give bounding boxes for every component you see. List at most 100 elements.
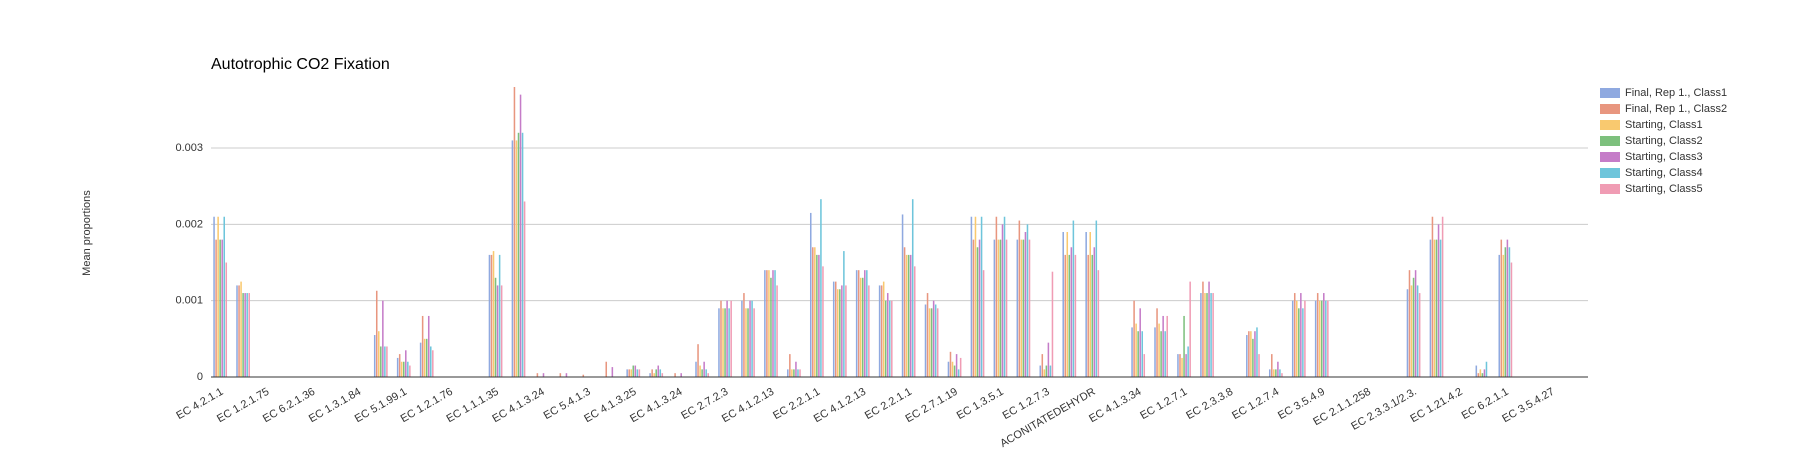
bar xyxy=(1429,239,1432,377)
bar xyxy=(1277,361,1279,377)
bar xyxy=(1304,300,1306,377)
bar xyxy=(776,285,778,377)
legend-swatch xyxy=(1600,104,1620,114)
bar xyxy=(225,262,228,377)
bar xyxy=(378,331,380,377)
bar xyxy=(1158,323,1160,377)
bar xyxy=(1154,327,1156,377)
legend-label: Final, Rep 1., Class2 xyxy=(1625,103,1727,115)
bar xyxy=(1327,300,1329,377)
bar xyxy=(772,270,774,377)
bar xyxy=(1085,232,1087,377)
bar xyxy=(857,270,860,377)
x-tick-label: EC 4.1.2.13 xyxy=(812,386,868,425)
bar xyxy=(982,270,985,377)
bar xyxy=(882,281,885,377)
bar xyxy=(705,369,707,377)
bar xyxy=(1435,239,1438,377)
x-tick-label: EC 3.5.4.27 xyxy=(1500,386,1556,425)
bar xyxy=(380,346,382,377)
bar xyxy=(1206,293,1208,377)
bar xyxy=(1433,239,1436,377)
x-tick-label: EC 1.2.7.4 xyxy=(1230,386,1281,422)
bar xyxy=(1047,342,1050,377)
bar xyxy=(793,369,795,377)
bar xyxy=(766,270,768,377)
bar xyxy=(427,315,430,377)
bar xyxy=(240,281,242,377)
bar xyxy=(1200,293,1202,377)
bar xyxy=(500,285,503,377)
bar xyxy=(1268,369,1271,377)
bar xyxy=(425,338,428,377)
bar xyxy=(1089,232,1091,377)
bar xyxy=(215,239,217,377)
bar xyxy=(382,300,384,377)
bar xyxy=(1323,293,1325,377)
bar xyxy=(1275,369,1277,377)
bar xyxy=(1039,365,1042,377)
bar xyxy=(432,350,434,377)
bar xyxy=(632,365,635,377)
bar xyxy=(1087,254,1089,377)
bar xyxy=(649,373,651,377)
bar xyxy=(513,87,516,377)
bar xyxy=(1208,281,1210,377)
bar xyxy=(1022,239,1025,377)
legend-swatch xyxy=(1600,184,1620,194)
bar xyxy=(1500,239,1503,377)
bar xyxy=(1271,354,1273,377)
bar xyxy=(903,247,906,377)
bar xyxy=(936,308,939,377)
x-tick-label: EC 2.3.3.8 xyxy=(1184,386,1235,422)
bar xyxy=(953,365,956,377)
bar xyxy=(839,289,841,377)
bar xyxy=(845,285,847,377)
bar xyxy=(244,293,246,377)
legend-swatch xyxy=(1600,136,1620,146)
x-tick-label: EC 1.3.5.1 xyxy=(955,386,1006,422)
bar xyxy=(980,216,983,377)
bar xyxy=(891,300,893,377)
bar xyxy=(542,373,545,377)
bar xyxy=(720,300,722,377)
legend-label: Starting, Class4 xyxy=(1625,167,1703,179)
bar xyxy=(1189,281,1191,377)
bar xyxy=(1475,365,1478,377)
bar xyxy=(787,369,789,377)
bar xyxy=(373,335,376,377)
bar xyxy=(611,367,614,377)
bar xyxy=(213,216,215,377)
bar xyxy=(970,216,973,377)
bar xyxy=(1041,354,1044,377)
bar xyxy=(699,365,701,377)
bar xyxy=(1177,354,1179,377)
bar xyxy=(1097,270,1100,377)
bar xyxy=(889,300,891,377)
legend-label: Starting, Class3 xyxy=(1625,151,1703,163)
bar xyxy=(959,357,962,377)
bar xyxy=(1477,373,1480,377)
bar xyxy=(1414,270,1417,377)
bar xyxy=(521,132,524,377)
bar xyxy=(907,254,910,377)
bar xyxy=(517,132,520,377)
y-tick-label: 0 xyxy=(197,371,203,383)
bar xyxy=(843,251,845,377)
bar xyxy=(1416,285,1419,377)
bar xyxy=(866,270,868,377)
bar xyxy=(242,293,244,377)
bar xyxy=(724,308,726,377)
bar xyxy=(398,354,401,377)
bar xyxy=(841,285,843,377)
bar xyxy=(701,369,703,377)
bar xyxy=(730,300,732,377)
bar xyxy=(559,373,562,377)
bar xyxy=(822,266,824,377)
bar xyxy=(515,140,518,377)
y-axis-label: Mean proportions xyxy=(81,190,93,276)
bar xyxy=(1162,315,1164,377)
bar xyxy=(653,373,655,377)
bar xyxy=(582,374,585,377)
